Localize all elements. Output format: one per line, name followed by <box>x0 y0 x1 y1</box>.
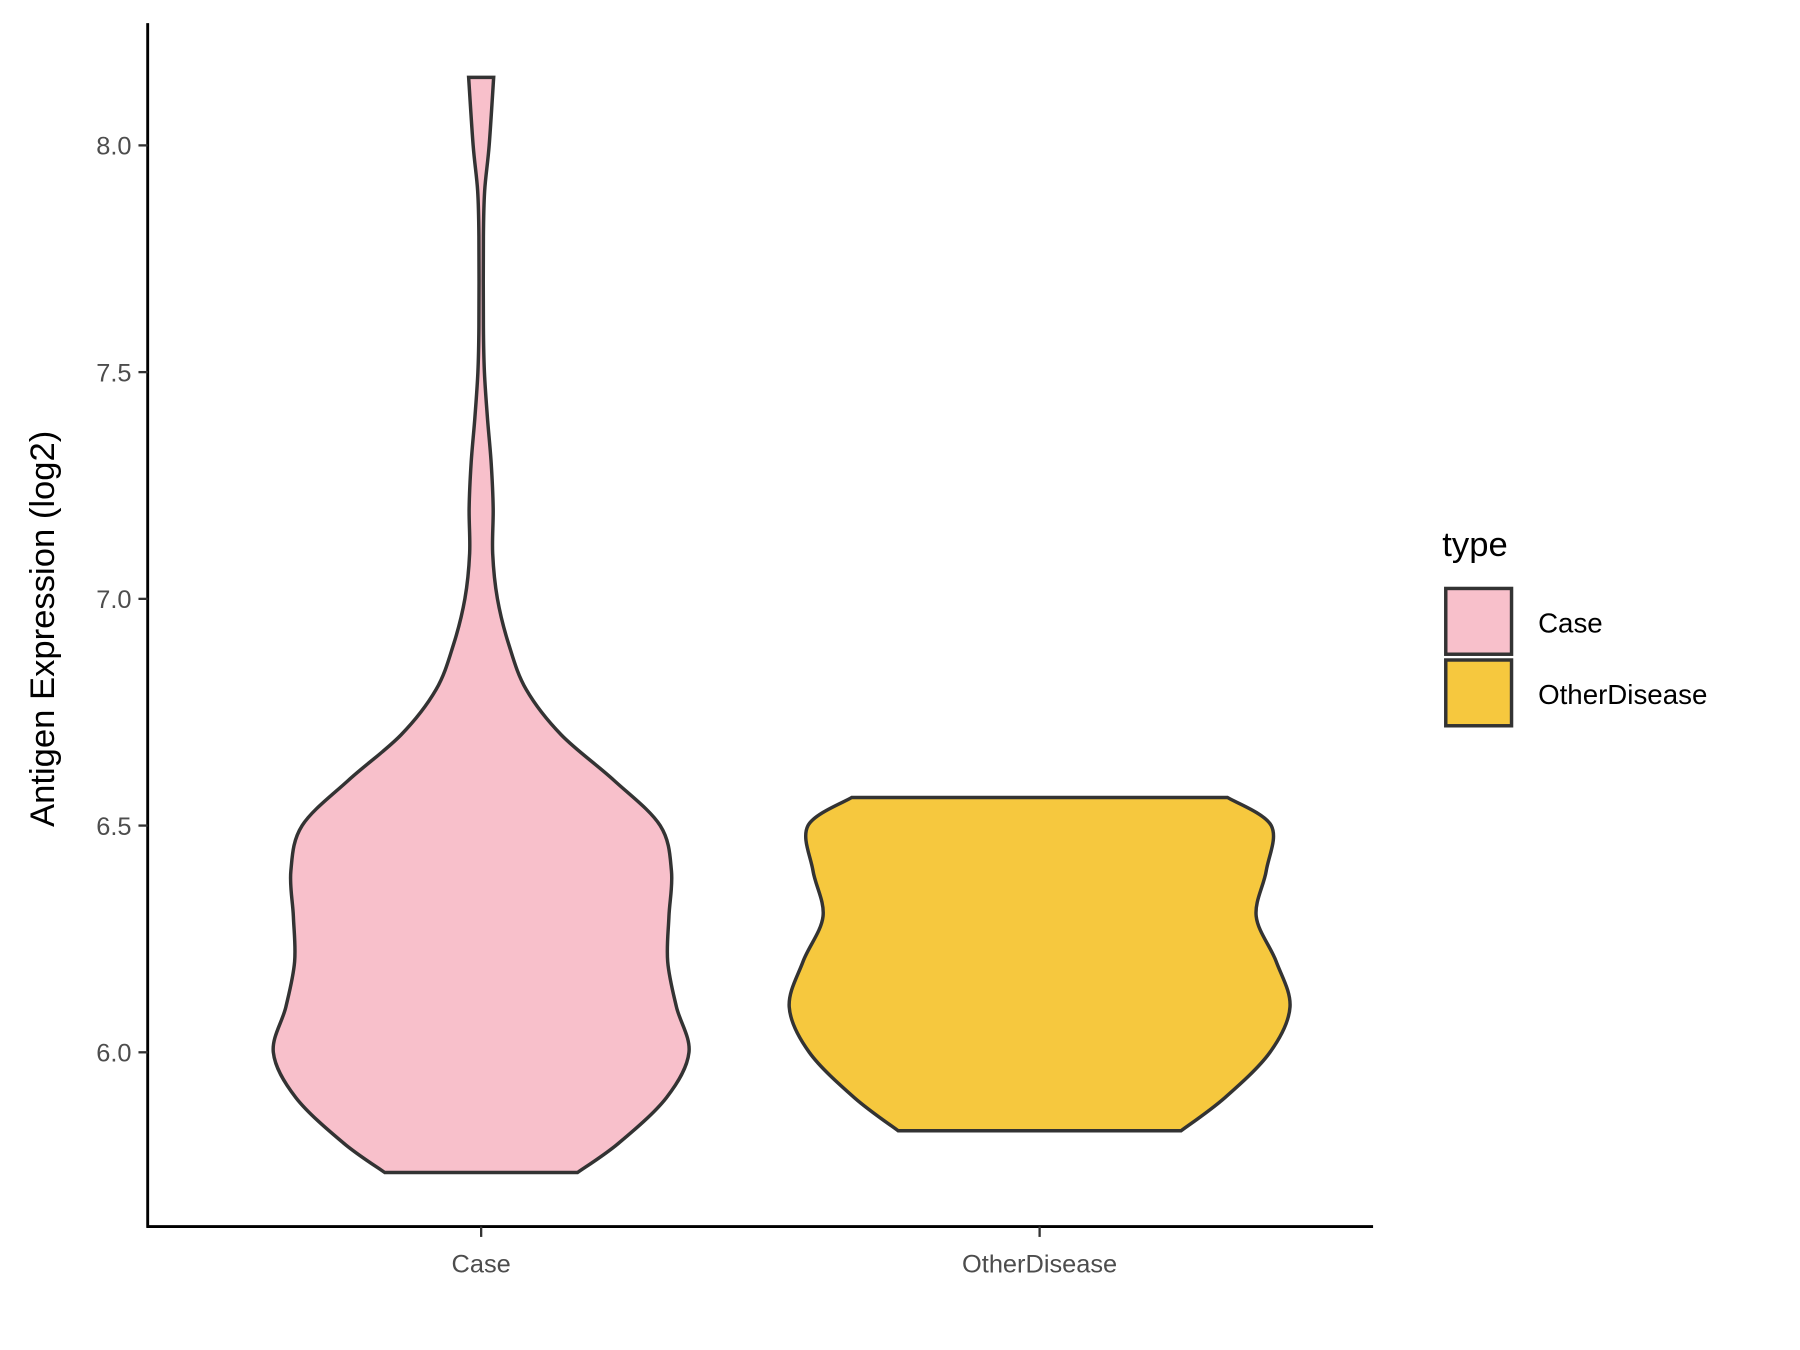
violin-otherdisease <box>787 795 1292 1133</box>
violins <box>271 75 1292 1175</box>
violin-case <box>271 75 691 1175</box>
x-tick-label: Case <box>452 1251 511 1279</box>
legend-label: Case <box>1538 607 1603 638</box>
y-axis-title: Antigen Expression (log2) <box>24 431 62 827</box>
y-ticks: 6.0 6.5 7.0 7.5 8.0 <box>96 133 148 1068</box>
legend-label: OtherDisease <box>1538 679 1707 710</box>
legend-key-case <box>1444 586 1514 656</box>
y-tick-label: 6.0 <box>96 1040 131 1068</box>
legend-title: type <box>1442 526 1507 564</box>
y-tick-label: 7.0 <box>96 586 131 614</box>
legend: Case OtherDisease <box>1444 586 1707 728</box>
legend-key-otherdisease <box>1444 658 1514 728</box>
x-ticks: Case OtherDisease <box>452 1226 1117 1279</box>
y-tick-label: 8.0 <box>96 133 131 161</box>
x-tick-label: OtherDisease <box>962 1251 1117 1279</box>
y-tick-label: 7.5 <box>96 359 131 387</box>
y-tick-label: 6.5 <box>96 813 131 841</box>
